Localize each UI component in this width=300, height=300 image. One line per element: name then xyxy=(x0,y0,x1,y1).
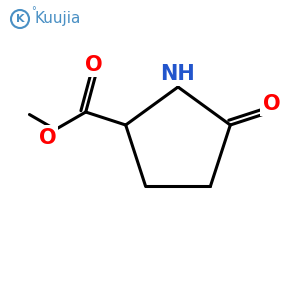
Text: NH: NH xyxy=(160,64,195,84)
Text: °: ° xyxy=(31,6,36,16)
Text: O: O xyxy=(39,128,56,148)
Text: O: O xyxy=(85,55,102,75)
Text: O: O xyxy=(262,94,280,114)
Text: K: K xyxy=(16,14,24,24)
Text: Kuujia: Kuujia xyxy=(35,11,81,26)
